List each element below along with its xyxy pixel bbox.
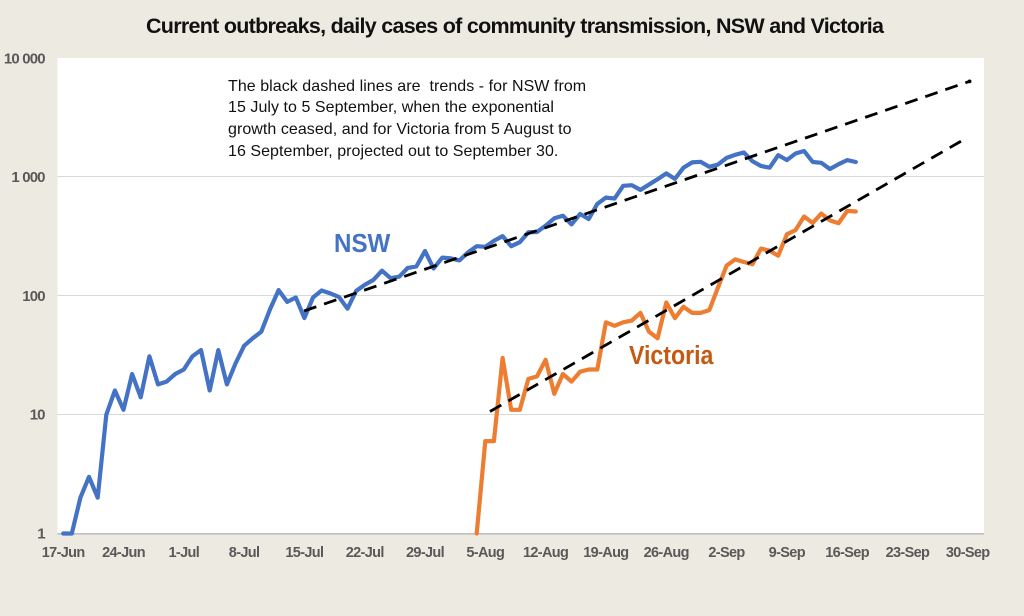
svg-text:8-Jul: 8-Jul	[229, 545, 260, 561]
svg-text:16-Sep: 16-Sep	[825, 545, 869, 561]
svg-text:10 000: 10 000	[4, 50, 45, 67]
svg-text:1: 1	[37, 526, 45, 543]
svg-text:19-Aug: 19-Aug	[583, 545, 628, 561]
svg-text:22-Jul: 22-Jul	[346, 545, 384, 561]
svg-text:2-Sep: 2-Sep	[708, 545, 745, 561]
svg-text:30-Sep: 30-Sep	[946, 545, 990, 561]
svg-text:23-Sep: 23-Sep	[886, 545, 930, 561]
svg-text:9-Sep: 9-Sep	[769, 545, 806, 561]
svg-text:1-Jul: 1-Jul	[169, 545, 200, 561]
svg-text:17-Jun: 17-Jun	[42, 545, 85, 561]
svg-text:24-Jun: 24-Jun	[102, 545, 145, 561]
svg-text:26-Aug: 26-Aug	[644, 545, 689, 561]
svg-text:15-Jul: 15-Jul	[285, 545, 323, 561]
svg-text:100: 100	[22, 288, 45, 305]
svg-text:29-Jul: 29-Jul	[406, 545, 444, 561]
svg-text:5-Aug: 5-Aug	[466, 545, 504, 561]
svg-text:10: 10	[30, 407, 45, 424]
svg-text:1 000: 1 000	[11, 169, 45, 186]
svg-text:12-Aug: 12-Aug	[523, 545, 568, 561]
